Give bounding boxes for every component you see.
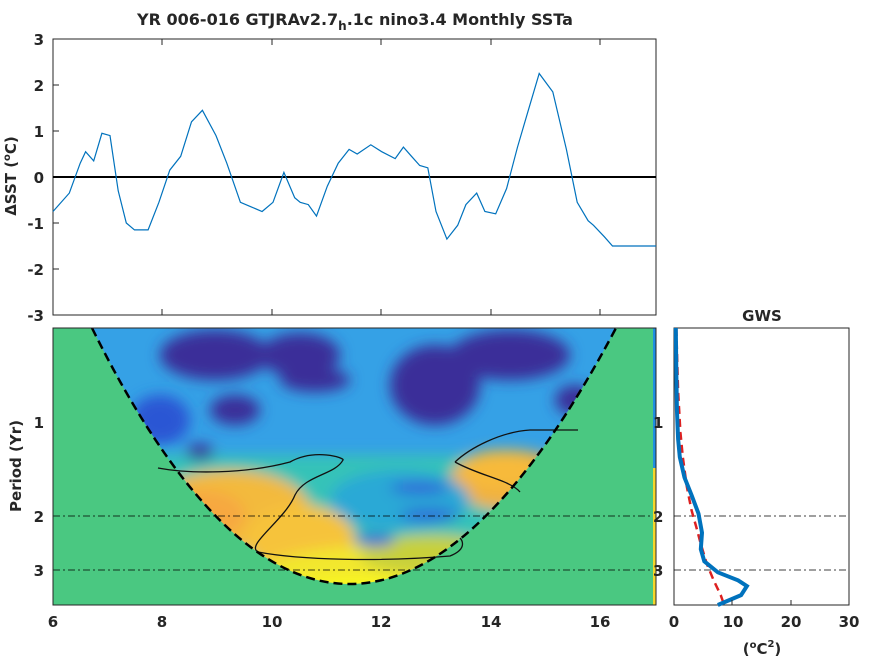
ytick-neg1: -1 xyxy=(27,215,44,233)
wavelet-ylabel: Period (Yr) xyxy=(7,420,25,512)
ytick-1: 1 xyxy=(34,123,44,141)
wavelet-xticks: 6 8 10 12 14 16 xyxy=(48,613,611,631)
gws-period-tick-2: 2 xyxy=(653,508,663,526)
timeseries-yticks: 3 2 1 0 -1 -2 -3 xyxy=(27,31,44,325)
xtick-8: 8 xyxy=(157,613,167,631)
timeseries-ylabel: ΔSST (oC) xyxy=(2,136,20,216)
period-tick-2: 2 xyxy=(34,508,44,526)
gws-xtick-20: 20 xyxy=(781,613,802,631)
ytick-3: 3 xyxy=(34,31,44,49)
sst-anomaly-line xyxy=(52,72,656,247)
xtick-10: 10 xyxy=(262,613,283,631)
gws-significance-line xyxy=(675,327,726,606)
ytick-neg2: -2 xyxy=(27,261,44,279)
period-tick-1: 1 xyxy=(34,414,44,432)
cone-of-influence xyxy=(90,327,618,585)
ytick-0: 0 xyxy=(34,169,44,187)
xtick-12: 12 xyxy=(371,613,392,631)
xtick-16: 16 xyxy=(590,613,611,631)
wavelet-yticks: 1 2 3 xyxy=(34,414,44,580)
gws-xtick-0: 0 xyxy=(669,613,679,631)
wavelet-axes xyxy=(52,327,657,606)
xtick-14: 14 xyxy=(481,613,502,631)
ytick-2: 2 xyxy=(34,77,44,95)
chart-title: YR 006-016 GTJRAv2.7h.1c nino3.4 Monthly… xyxy=(136,10,573,33)
gws-period-tick-3: 3 xyxy=(653,562,663,580)
gws-xlabel: (oC2) xyxy=(743,639,782,656)
gws-axes xyxy=(673,327,850,606)
gws-xticks: 0 10 20 30 xyxy=(669,613,860,631)
xtick-6: 6 xyxy=(48,613,58,631)
wavelet-panel xyxy=(52,327,657,606)
gws-power-line xyxy=(673,327,750,607)
period-tick-3: 3 xyxy=(34,562,44,580)
gws-title: GWS xyxy=(742,307,782,325)
gws-period-labels: 1 2 3 xyxy=(653,414,663,580)
ytick-neg3: -3 xyxy=(27,307,44,325)
timeseries-tickmarks xyxy=(53,39,601,315)
gws-tickmarks xyxy=(731,600,792,605)
gws-period-tick-1: 1 xyxy=(653,414,663,432)
gws-xtick-10: 10 xyxy=(723,613,744,631)
gws-xtick-30: 30 xyxy=(839,613,860,631)
